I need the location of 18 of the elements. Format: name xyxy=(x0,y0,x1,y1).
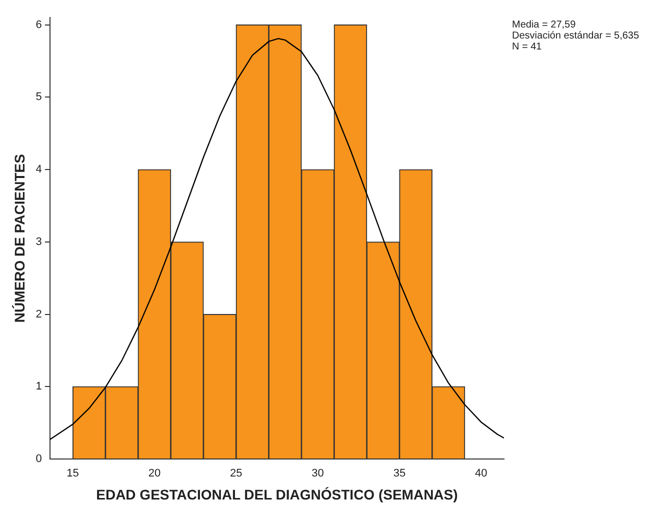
y-tick-label: 3 xyxy=(36,236,42,248)
y-tick-label: 6 xyxy=(36,18,42,31)
y-tick-label: 2 xyxy=(36,308,42,320)
text: Media = 27,59 xyxy=(512,19,576,30)
x-tick-label: 25 xyxy=(230,468,242,480)
x-tick-label: 30 xyxy=(312,468,324,480)
x-tick-label: 15 xyxy=(66,468,79,480)
x-tick-label: 20 xyxy=(148,468,161,480)
x-axis-title: EDAD GESTACIONAL DEL DIAGNÓSTICO (SEMANAS) xyxy=(96,486,458,502)
y-tick-label: 5 xyxy=(36,91,42,104)
x-tick-label: 40 xyxy=(475,468,488,480)
text: Desviación estándar = 5,635 xyxy=(512,30,640,42)
y-tick-label: 1 xyxy=(36,380,42,393)
y-tick-label: 0 xyxy=(36,453,42,466)
x-tick-label: 35 xyxy=(393,468,406,480)
y-axis-title: NÚMERO DE PACIENTES xyxy=(11,154,28,323)
text: N = 41 xyxy=(512,41,542,52)
y-tick-label: 4 xyxy=(36,164,42,176)
